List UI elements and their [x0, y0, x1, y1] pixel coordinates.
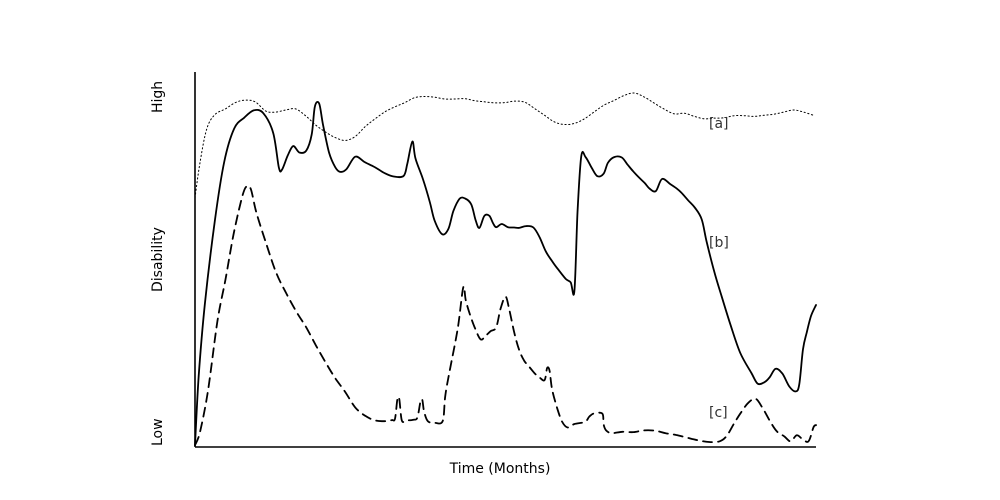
y-tick-label-low: Low [150, 418, 166, 446]
series-label-c: [c] [709, 405, 728, 421]
y-axis-label: Disability [150, 227, 166, 292]
series-layer [194, 92, 817, 447]
x-axis-label: Time (Months) [449, 461, 551, 477]
series-line-b [194, 100, 817, 447]
series-label-b: [b] [709, 235, 729, 251]
series-line-a [194, 92, 814, 199]
series-line-c [194, 184, 817, 447]
series-label-a: [a] [709, 116, 729, 132]
y-tick-label-high: High [150, 81, 166, 113]
